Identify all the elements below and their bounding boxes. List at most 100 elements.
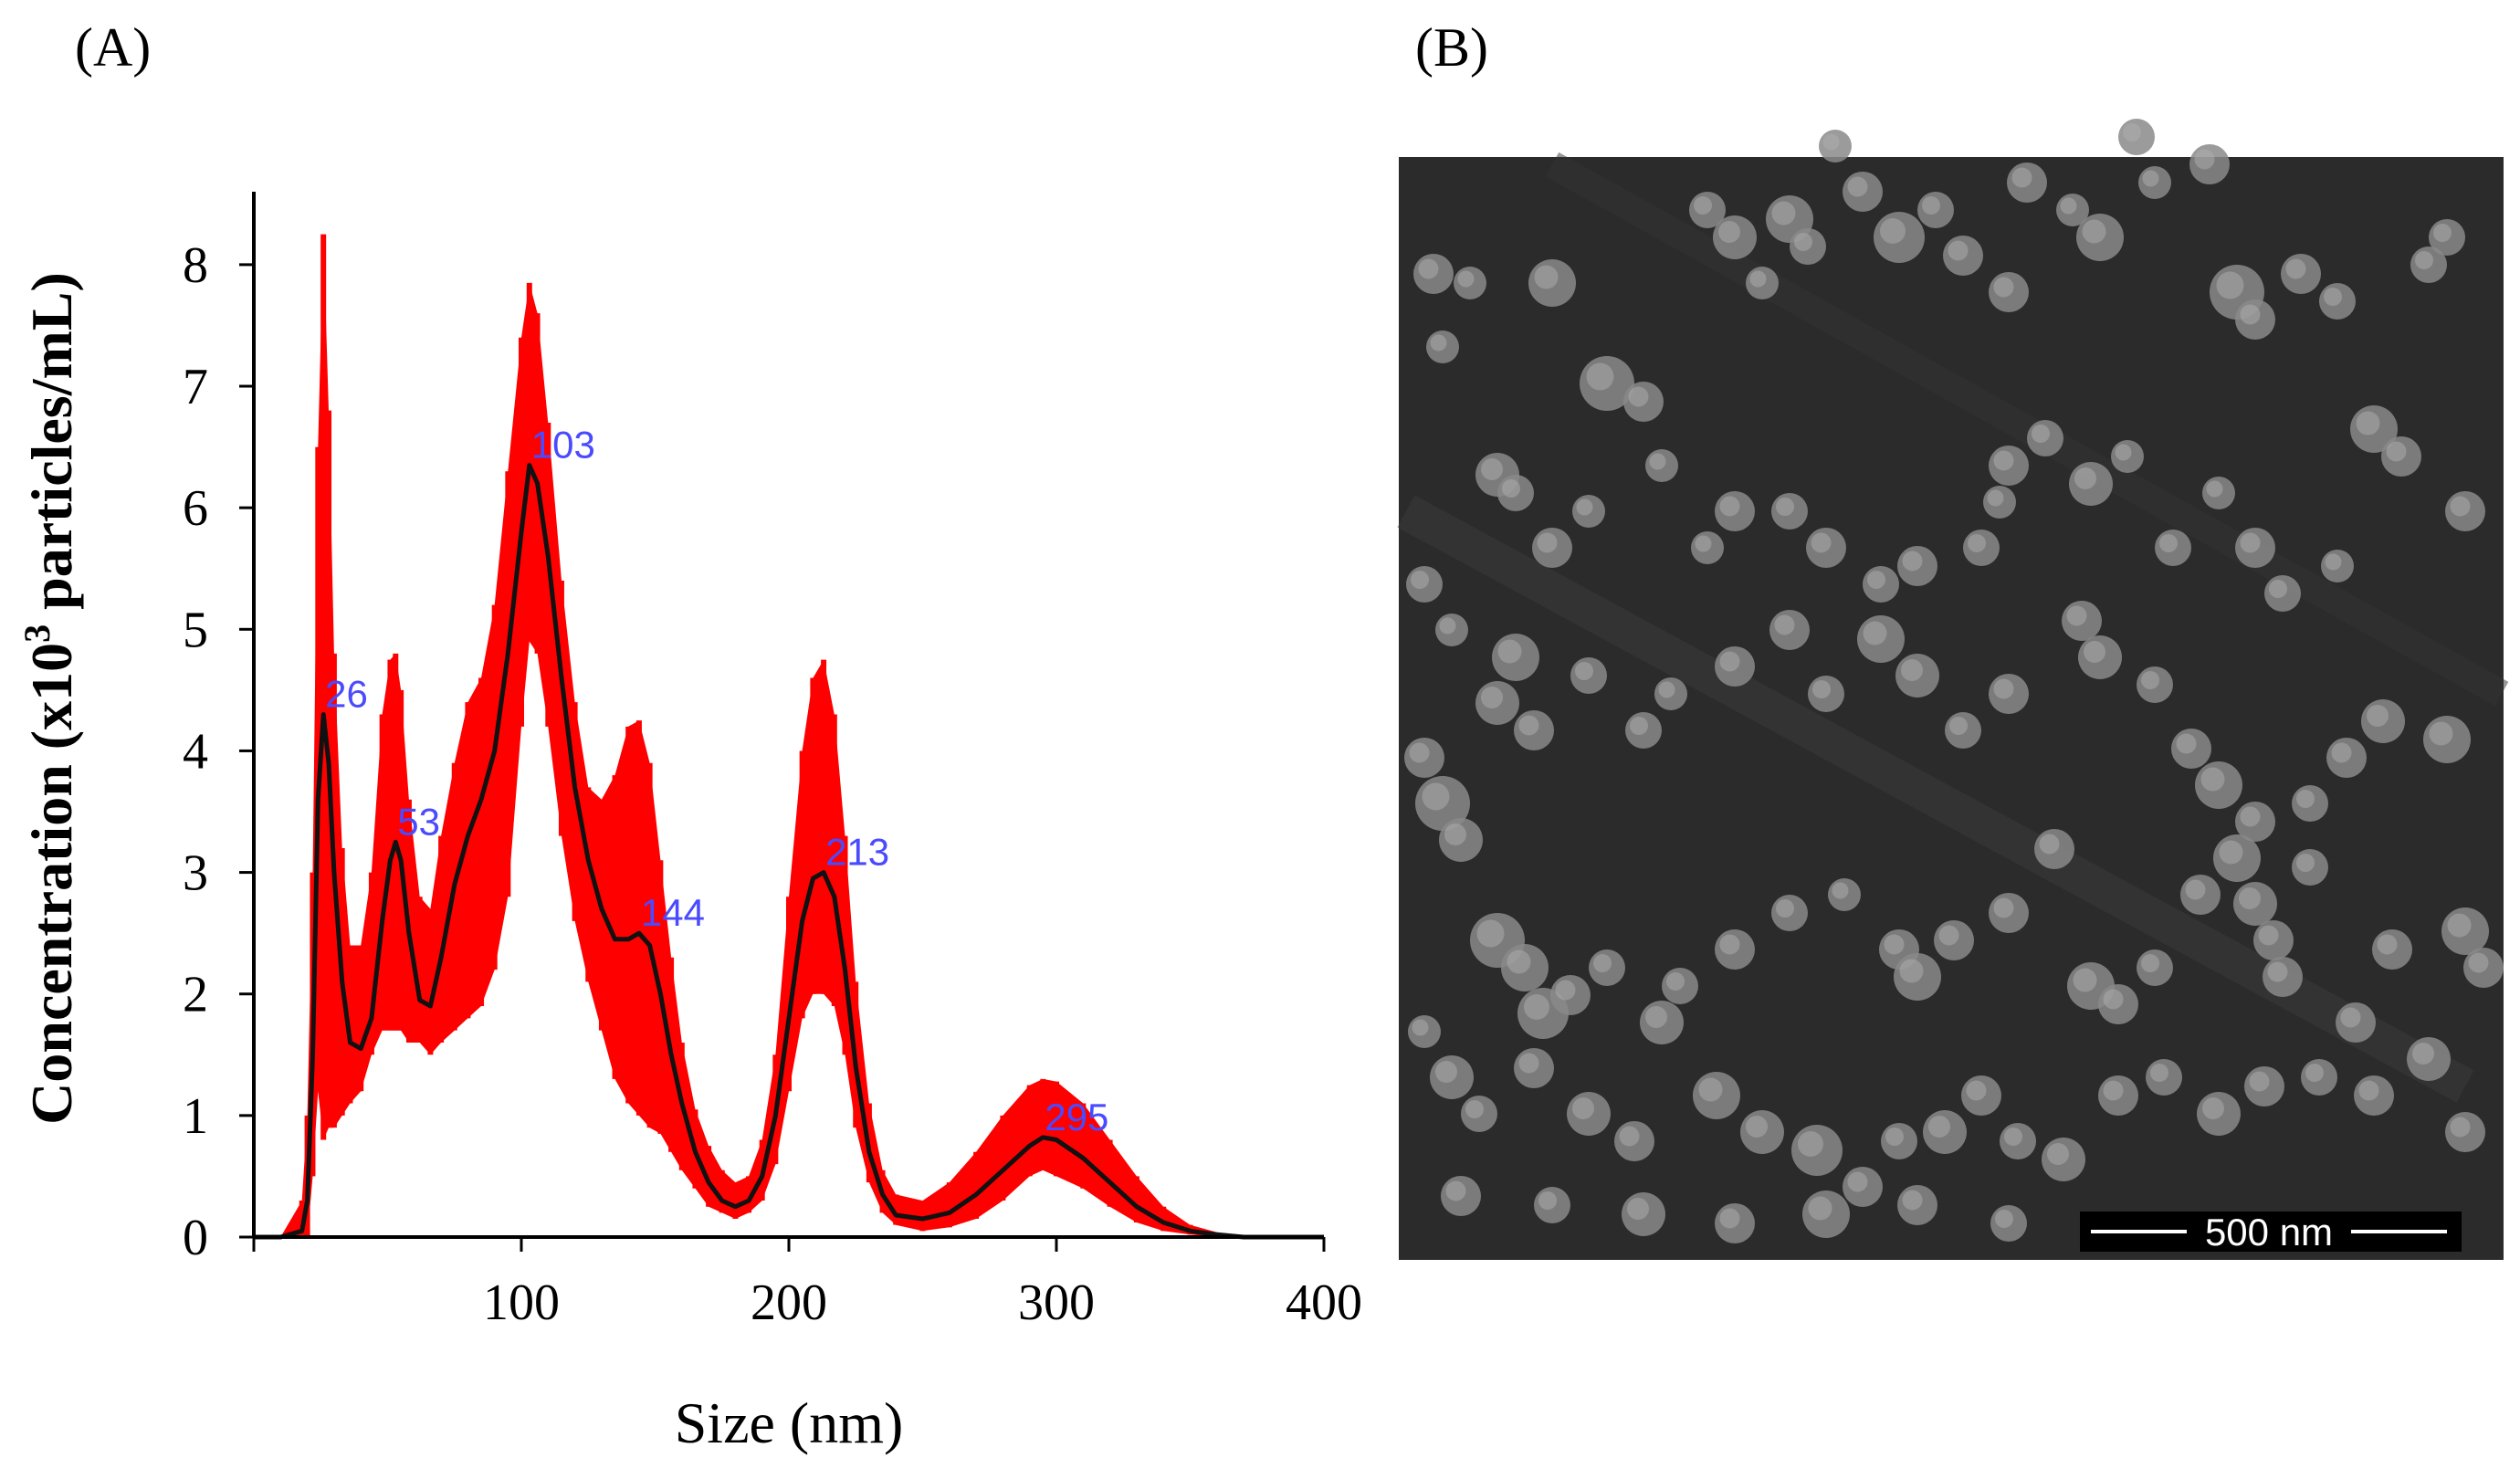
particle-highlight: [1880, 218, 1906, 244]
particle-highlight: [1518, 1053, 1539, 1074]
scale-bar-label: 500 nm: [2205, 1211, 2333, 1253]
particle-highlight: [2202, 1097, 2224, 1119]
y-axis-title: Concentration (x103 particles/mL): [16, 272, 84, 1125]
particle-highlight: [1411, 571, 1429, 589]
sem-micrograph: 500 nm: [1397, 119, 2509, 1260]
particle-highlight: [1698, 1077, 1723, 1102]
x-tick-label: 100: [483, 1274, 560, 1331]
particle-highlight: [1928, 1116, 1950, 1138]
x-tick-label: 200: [751, 1274, 827, 1331]
particle-highlight: [2415, 251, 2433, 269]
particle-highlight: [1884, 934, 1905, 955]
particle-highlight: [1694, 196, 1712, 215]
y-tick-label: 4: [183, 723, 208, 780]
particle-highlight: [1949, 717, 1968, 735]
particle-highlight: [2447, 913, 2472, 938]
particle-highlight: [2240, 806, 2261, 827]
particle-highlight: [2249, 1071, 2270, 1092]
particle-highlight: [1922, 196, 1940, 215]
particle-highlight: [2103, 1080, 2124, 1101]
y-axis-title-main: Concentration (x10: [19, 643, 84, 1125]
particle-highlight: [1412, 1019, 1429, 1036]
particle-highlight: [2240, 532, 2261, 553]
particle-highlight: [1476, 919, 1505, 948]
particle-highlight: [2011, 167, 2032, 188]
particle-highlight: [1575, 662, 1593, 680]
particle-highlight: [2032, 425, 2050, 443]
particle-highlight: [2074, 467, 2096, 489]
particle-highlight: [1481, 458, 1503, 480]
y-tick-label: 3: [183, 845, 208, 902]
particle-highlight: [2123, 123, 2141, 142]
particle-highlight: [2325, 553, 2342, 571]
y-tick-label: 5: [183, 602, 208, 658]
peak-labels-layer: 26 53 103 144 213 295: [325, 424, 1108, 1138]
particle-highlight: [1422, 782, 1450, 811]
particle-highlight: [1719, 1208, 1740, 1229]
particle-highlight: [1445, 1180, 1466, 1201]
particle-highlight: [1465, 1100, 1484, 1118]
particle-highlight: [1572, 1097, 1594, 1119]
particle-highlight: [1537, 532, 1558, 553]
particle-highlight: [2412, 1043, 2434, 1065]
particle-highlight: [2159, 534, 2178, 552]
particle-highlight: [2258, 925, 2279, 946]
error-band-layer: [254, 234, 1324, 1238]
particle-highlight: [2377, 934, 2398, 955]
particle-highlight: [2047, 1143, 2069, 1165]
particle-highlight: [1695, 535, 1712, 552]
particle-highlight: [1776, 899, 1794, 918]
nta-size-distribution-chart: 100 200 300 400 0 1 2 3 4 5 6 7 8 26 53 103 144 213 295 S…: [16, 192, 1362, 1455]
panel-a-label: (A): [75, 17, 151, 78]
particle-highlight: [2450, 1117, 2471, 1138]
particle-highlight: [1719, 934, 1740, 955]
particle-highlight: [2367, 705, 2389, 727]
particle-highlight: [2141, 671, 2159, 689]
particle-highlight: [2239, 887, 2261, 909]
particle-highlight: [1502, 479, 1520, 498]
particle-highlight: [2103, 989, 2124, 1010]
particle-highlight: [1993, 277, 2014, 298]
particle-highlight: [2429, 721, 2453, 746]
particle-highlight: [1538, 1191, 1557, 1210]
particle-highlight: [2305, 1064, 2324, 1082]
particle-highlight: [1948, 240, 1969, 261]
particle-highlight: [1847, 176, 1868, 197]
particle-highlight: [1658, 681, 1675, 698]
particle-highlight: [1719, 496, 1740, 517]
particle-highlight: [1798, 1131, 1823, 1157]
particle-highlight: [1630, 717, 1648, 735]
particle-highlight: [1418, 258, 1439, 279]
particle-highlight: [1645, 1006, 1667, 1028]
particle-highlight: [1812, 680, 1831, 698]
particle-highlight: [2450, 496, 2471, 517]
particle-highlight: [1901, 659, 1923, 681]
particle-highlight: [2219, 840, 2243, 865]
ticks-layer: 100 200 300 400 0 1 2 3 4 5 6 7 8: [183, 237, 1362, 1331]
particle-highlight: [2269, 580, 2287, 598]
particle-highlight: [2331, 742, 2352, 763]
particle-highlight: [2340, 1007, 2361, 1028]
particle-highlight: [1995, 1210, 2013, 1228]
peak-label: 295: [1045, 1096, 1108, 1138]
particle-highlight: [2073, 968, 2097, 992]
particle-highlight: [1808, 1196, 1832, 1221]
particle-highlight: [1619, 1126, 1640, 1147]
particle-highlight: [1847, 1171, 1868, 1192]
peak-label: 53: [397, 800, 440, 843]
particle-highlight: [1649, 453, 1666, 470]
particle-highlight: [1666, 972, 1685, 991]
x-tick-label: 400: [1286, 1274, 1362, 1331]
y-axis-title-exponent: 3: [16, 624, 58, 643]
particle-highlight: [1794, 233, 1812, 251]
particle-highlight: [1457, 270, 1475, 288]
particle-highlight: [1718, 221, 1740, 243]
micrograph-background: [1399, 157, 2504, 1260]
particle-highlight: [1902, 1190, 1923, 1211]
particle-highlight: [2200, 767, 2225, 792]
particle-highlight: [1832, 882, 1849, 899]
particle-highlight: [2150, 1064, 2168, 1082]
particle-highlight: [2296, 790, 2315, 808]
particle-highlight: [2206, 480, 2223, 498]
particle-highlight: [1811, 532, 1832, 553]
